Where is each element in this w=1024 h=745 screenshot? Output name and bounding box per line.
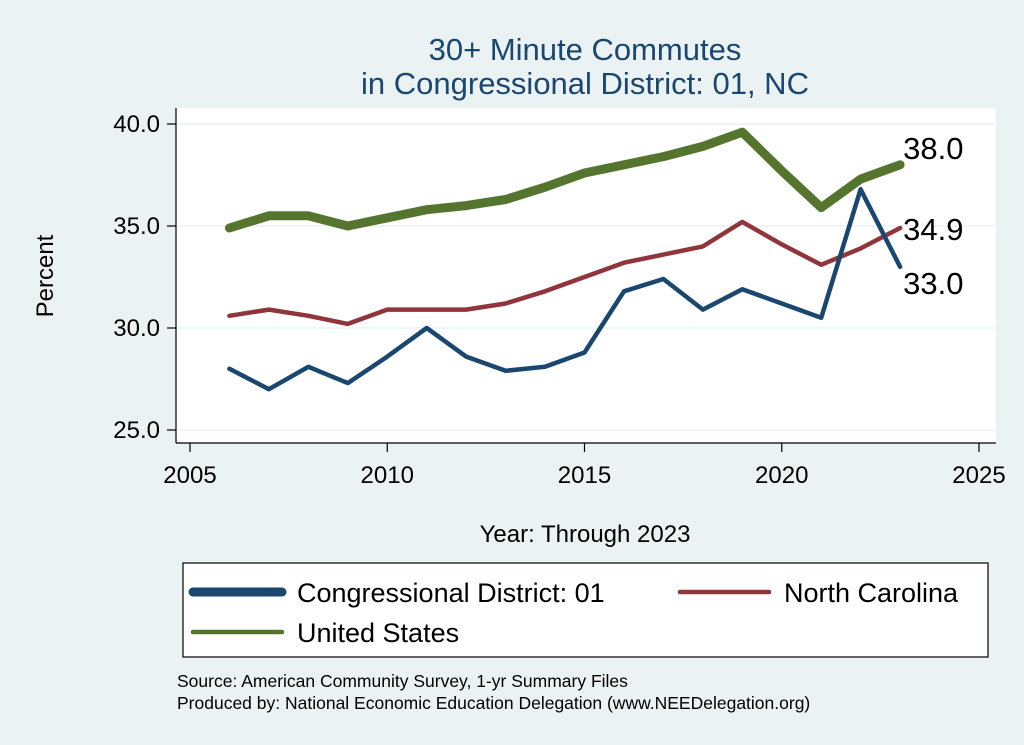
x-axis-label: Year: Through 2023 <box>480 521 691 548</box>
series-line-0 <box>227 187 903 392</box>
y-axis-label: Percent <box>32 234 59 317</box>
x-tick-label-2020: 2020 <box>755 462 808 489</box>
series-line-2 <box>224 127 905 233</box>
united-states-end-marker <box>897 161 904 168</box>
y-tick-label-25: 25.0 <box>113 417 160 444</box>
series-line-1 <box>227 219 903 327</box>
end-label-series-1: 34.9 <box>903 212 963 247</box>
source-note: Source: American Community Survey, 1-yr … <box>177 671 628 691</box>
end-labels: 33.0 34.9 38.0 <box>903 131 963 301</box>
x-tick-label-2015: 2015 <box>558 462 611 489</box>
legend-label-united-states: United States <box>297 618 459 648</box>
y-tick-label-30: 30.0 <box>113 315 160 342</box>
x-tick-label-2025: 2025 <box>952 462 1005 489</box>
y-tick-label-40: 40.0 <box>113 111 160 138</box>
series-lines <box>224 127 905 392</box>
legend-label-north-carolina: North Carolina <box>784 578 959 608</box>
legend-box <box>182 562 989 658</box>
end-label-series-0: 33.0 <box>903 266 963 301</box>
x-tick-label-2005: 2005 <box>163 462 216 489</box>
gridlines <box>177 123 995 431</box>
legend-label-district: Congressional District: 01 <box>297 578 605 608</box>
end-label-series-2: 38.0 <box>903 131 963 166</box>
x-tick-label-2010: 2010 <box>361 462 414 489</box>
chart-title-line-1: 30+ Minute Commutes <box>429 32 742 67</box>
axis-ticks: 25.0 30.0 35.0 40.0 2005 2010 2015 2020 2025 <box>113 111 1005 489</box>
y-tick-label-35: 35.0 <box>113 213 160 240</box>
producer-note: Produced by: National Economic Education… <box>177 693 810 713</box>
chart-title-line-2: in Congressional District: 01, NC <box>361 66 809 101</box>
